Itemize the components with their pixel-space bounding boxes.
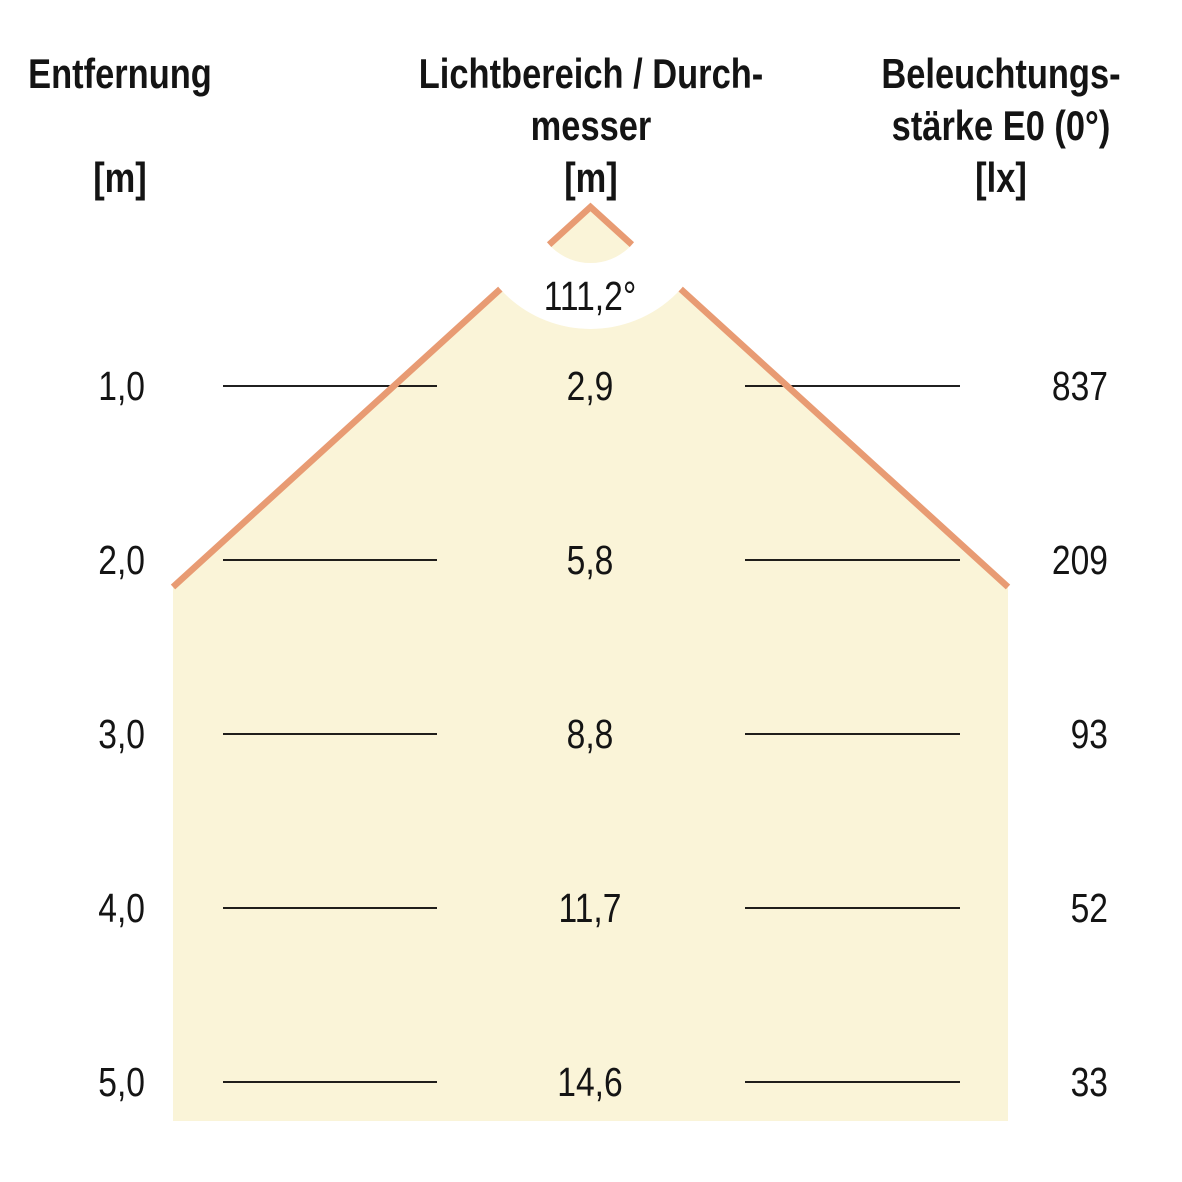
illuminance-value-2: 209	[1051, 537, 1108, 583]
beam-edge-lines	[170, 202, 1011, 590]
distance-value-1: 1,0	[98, 363, 145, 409]
illuminance-value-1: 837	[1051, 363, 1108, 409]
header-unit: [lx]	[975, 154, 1027, 201]
column-header-diameter: Lichtbereich / Durch- messer [m]	[378, 48, 804, 204]
header-unit: [m]	[93, 154, 147, 201]
header-unit: [m]	[564, 154, 618, 201]
header-line: stärke E0 (0°)	[891, 102, 1111, 149]
distance-value-5: 5,0	[98, 1059, 145, 1105]
header-line	[0, 100, 333, 152]
beam-angle-arc-band	[468, 85, 713, 329]
header-line: messer	[530, 102, 652, 149]
diameter-value-2: 5,8	[566, 537, 614, 583]
beam-cone-shape	[173, 207, 1008, 1121]
diameter-value-5: 14,6	[557, 1059, 623, 1105]
illuminance-value-4: 52	[1070, 885, 1108, 931]
distance-value-3: 3,0	[98, 711, 145, 757]
column-header-distance: Entfernung [m]	[0, 48, 333, 204]
distance-value-2: 2,0	[98, 537, 145, 583]
header-line: Entfernung	[28, 50, 212, 97]
illuminance-value-3: 93	[1070, 711, 1108, 757]
header-line: Lichtbereich / Durch-	[418, 50, 764, 97]
diameter-value-1: 2,9	[566, 363, 614, 409]
diameter-value-4: 11,7	[558, 885, 622, 931]
header-line: Beleuchtungs-	[881, 50, 1121, 97]
left-tick-lines	[223, 385, 437, 1083]
beam-angle-value: 111,2°	[543, 273, 637, 319]
distance-value-4: 4,0	[98, 885, 145, 931]
diameter-value-3: 8,8	[566, 711, 614, 757]
column-header-illuminance: Beleuchtungs- stärke E0 (0°) [lx]	[788, 48, 1182, 204]
illuminance-value-5: 33	[1070, 1059, 1108, 1105]
right-tick-lines	[745, 385, 960, 1083]
